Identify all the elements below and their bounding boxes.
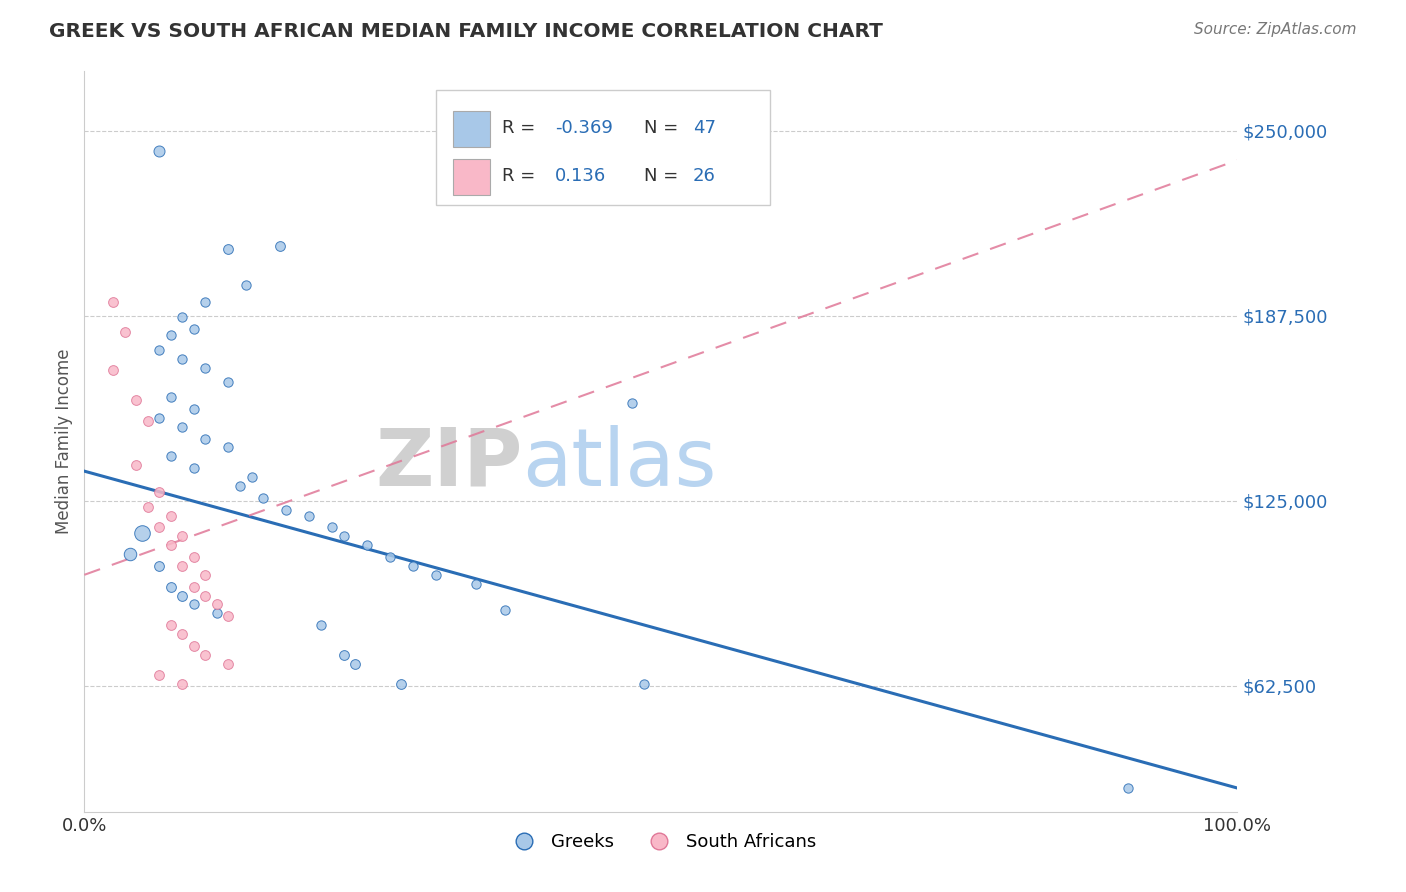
Point [240, 470, 263, 484]
Point [333, 529, 356, 543]
FancyBboxPatch shape [453, 159, 491, 195]
Point [218, 376, 240, 390]
FancyBboxPatch shape [436, 90, 770, 204]
Point [633, 677, 655, 691]
Point [391, 677, 413, 691]
Point [172, 627, 194, 641]
Point [218, 657, 240, 671]
Text: ZIP: ZIP [375, 425, 523, 503]
Text: Source: ZipAtlas.com: Source: ZipAtlas.com [1194, 22, 1357, 37]
Point [183, 461, 205, 475]
Point [183, 639, 205, 653]
Point [378, 549, 401, 564]
Point [172, 677, 194, 691]
Point [276, 502, 298, 516]
Text: R =: R = [502, 168, 547, 186]
Text: R =: R = [502, 120, 541, 137]
Point [183, 598, 205, 612]
Text: N =: N = [644, 168, 683, 186]
Point [194, 432, 217, 446]
Point [148, 343, 170, 357]
Point [103, 295, 124, 310]
Text: GREEK VS SOUTH AFRICAN MEDIAN FAMILY INCOME CORRELATION CHART: GREEK VS SOUTH AFRICAN MEDIAN FAMILY INC… [49, 22, 883, 41]
Point [172, 310, 194, 325]
Point [183, 401, 205, 416]
Point [205, 598, 228, 612]
Point [160, 508, 183, 523]
Point [194, 589, 217, 603]
Point [172, 419, 194, 434]
Point [136, 500, 159, 514]
Y-axis label: Median Family Income: Median Family Income [55, 349, 73, 534]
Point [194, 648, 217, 662]
Point [298, 508, 321, 523]
Text: 47: 47 [693, 120, 716, 137]
Point [172, 589, 194, 603]
Point [160, 538, 183, 552]
Point [194, 295, 217, 310]
Point [344, 657, 367, 671]
Point [183, 549, 205, 564]
Point [125, 393, 148, 408]
Point [148, 520, 170, 534]
Point [148, 410, 170, 425]
Point [309, 618, 332, 632]
FancyBboxPatch shape [453, 111, 491, 147]
Point [172, 351, 194, 366]
Point [356, 538, 378, 552]
Point [172, 529, 194, 543]
Text: 0.136: 0.136 [555, 168, 606, 186]
Point [160, 327, 183, 342]
Point [194, 567, 217, 582]
Point [160, 580, 183, 594]
Point [148, 668, 170, 682]
Point [114, 325, 136, 339]
Point [494, 603, 516, 617]
Legend: Greeks, South Africans: Greeks, South Africans [498, 826, 824, 858]
Point [160, 450, 183, 464]
Text: atlas: atlas [523, 425, 717, 503]
Point [148, 145, 170, 159]
Point [160, 390, 183, 404]
Point [218, 609, 240, 624]
Point [172, 558, 194, 573]
Point [218, 441, 240, 455]
Point [103, 363, 124, 377]
Point [205, 607, 228, 621]
Point [229, 479, 252, 493]
Text: 26: 26 [693, 168, 716, 186]
Point [235, 277, 257, 292]
Point [321, 520, 343, 534]
Point [120, 547, 142, 561]
Point [402, 558, 425, 573]
Point [148, 484, 170, 499]
Point [125, 458, 148, 473]
Point [218, 242, 240, 256]
Point [148, 558, 170, 573]
Point [252, 491, 274, 505]
Point [183, 322, 205, 336]
Point [269, 239, 291, 253]
Point [621, 396, 644, 410]
Point [1116, 780, 1139, 795]
Text: N =: N = [644, 120, 683, 137]
Point [160, 618, 183, 632]
Point [131, 526, 153, 541]
Point [194, 360, 217, 375]
Point [183, 580, 205, 594]
Point [333, 648, 356, 662]
Text: -0.369: -0.369 [555, 120, 613, 137]
Point [136, 414, 159, 428]
Point [425, 567, 447, 582]
Point [465, 576, 488, 591]
